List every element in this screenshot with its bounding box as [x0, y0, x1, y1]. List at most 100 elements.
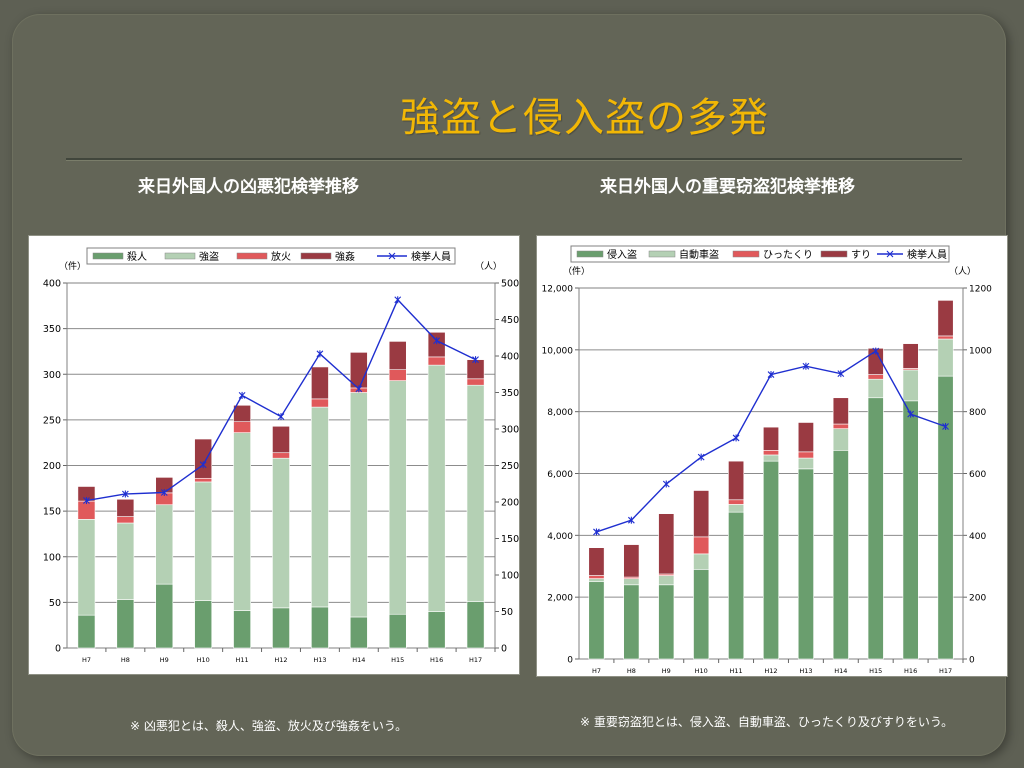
y2-tick-label: 200	[501, 498, 519, 509]
bar-segment	[272, 425, 290, 454]
y2-tick-label: 100	[501, 571, 519, 582]
bar-segment	[77, 519, 96, 616]
bar-segment	[832, 450, 849, 660]
x-tick-label: H16	[904, 667, 917, 675]
bar-segment	[867, 397, 884, 660]
bar-segment	[349, 392, 368, 618]
y2-tick-label: 500	[501, 279, 519, 290]
bar-segment	[116, 498, 135, 517]
y2-tick-label: 400	[969, 532, 986, 542]
bar-segment	[832, 397, 849, 425]
y-tick-label: 350	[43, 324, 61, 335]
legend-swatch	[236, 252, 268, 260]
bar-segment	[311, 366, 329, 400]
line-point-marker	[662, 480, 670, 488]
bar-segment	[427, 611, 446, 649]
y2-tick-label: 800	[969, 408, 986, 418]
bar-segment	[693, 553, 710, 570]
x-tick-label: H13	[313, 656, 326, 664]
bar-segment	[588, 575, 605, 579]
line-point-marker	[627, 516, 635, 524]
bar-segment	[658, 513, 675, 575]
y-tick-label: 100	[43, 552, 61, 563]
bar-segment	[902, 400, 919, 660]
y-tick-label: 6,000	[547, 470, 573, 480]
bar-segment	[832, 423, 849, 429]
x-tick-label: H13	[799, 667, 812, 675]
bar-segment	[658, 584, 675, 660]
y-tick-label: 0	[567, 656, 573, 666]
line-point-marker	[238, 391, 246, 399]
x-tick-label: H12	[764, 667, 777, 675]
y2-tick-label: 0	[501, 644, 507, 655]
left-chart: 0 50 100 150 200 250 300 350 400 0 50 100 150 200 250 3…	[28, 235, 520, 675]
legend-marker	[388, 252, 396, 260]
x-tick-label: H14	[834, 667, 847, 675]
line-point-marker	[433, 337, 441, 345]
bar-segment	[588, 581, 605, 660]
bar-segment	[272, 452, 290, 459]
y-tick-label: 4,000	[547, 532, 573, 542]
bar-segment	[194, 438, 213, 479]
legend-label: 殺人	[127, 250, 147, 263]
left-chart-subtitle: 来日外国人の凶悪犯検挙推移	[138, 177, 359, 197]
y2-tick-label: 50	[501, 607, 513, 618]
bar-segment	[693, 569, 710, 660]
line-point-marker	[199, 461, 207, 469]
line-point-marker	[872, 347, 880, 355]
legend-label: 検挙人員	[411, 250, 451, 263]
line-point-marker	[802, 362, 810, 370]
x-tick-label: H15	[869, 667, 882, 675]
legend-swatch	[732, 250, 760, 258]
x-tick-label: H7	[592, 667, 601, 675]
bar-segment	[233, 404, 251, 422]
y2-tick-label: 1000	[969, 346, 992, 356]
x-tick-label: H10	[197, 656, 210, 664]
line-point-marker	[907, 410, 915, 418]
bar-segment	[466, 601, 485, 649]
bar-segment	[233, 610, 251, 649]
bar-segment	[728, 460, 745, 501]
bar-segment	[466, 384, 485, 602]
bar-segment	[832, 428, 849, 451]
legend-swatch	[820, 250, 848, 258]
x-tick-label: H17	[469, 656, 482, 664]
left-chart-note: ※ 凶悪犯とは、殺人、強盗、放火及び強姦をいう。	[130, 719, 408, 733]
line-point-marker	[121, 490, 129, 498]
bar-segment	[728, 511, 745, 660]
y2-tick-label: 1200	[969, 285, 992, 295]
x-tick-label: H14	[352, 656, 365, 664]
x-tick-label: H17	[939, 667, 952, 675]
bar-segment	[272, 457, 290, 609]
right-chart: 0 2,000 4,000 6,000 8,000 10,000 12,000 0 200 400…	[536, 235, 1008, 677]
y-tick-label: 2,000	[547, 594, 573, 604]
title-divider	[66, 158, 962, 161]
legend-box	[570, 245, 950, 263]
x-tick-label: H9	[160, 656, 169, 664]
y2-tick-label: 350	[501, 388, 519, 399]
slide-title: 強盗と侵入盗の多発	[400, 95, 769, 141]
legend-marker	[886, 250, 894, 258]
y2-tick-label: 200	[969, 594, 986, 604]
legend-swatch	[576, 250, 604, 258]
legend-label: 侵入盗	[607, 248, 637, 261]
bar-segment	[388, 613, 407, 649]
line-point-marker	[316, 350, 324, 358]
y2-axis-unit: （人）	[475, 261, 502, 272]
line-point-marker	[732, 434, 740, 442]
y-tick-label: 12,000	[542, 285, 574, 295]
bar-segment	[728, 499, 745, 505]
bar-segment	[194, 600, 213, 649]
bar-segment	[937, 375, 954, 660]
bar-segment	[233, 432, 251, 611]
y-tick-label: 200	[43, 461, 61, 472]
bar-segment	[194, 481, 213, 601]
x-tick-label: H16	[430, 656, 443, 664]
line-point-marker	[837, 370, 845, 378]
bar-segment	[77, 614, 96, 649]
y2-tick-label: 0	[969, 656, 975, 666]
line-point-marker	[83, 497, 90, 505]
legend-label: 検挙人員	[907, 248, 947, 261]
y-tick-label: 0	[55, 644, 61, 655]
bar-segment	[272, 607, 290, 649]
